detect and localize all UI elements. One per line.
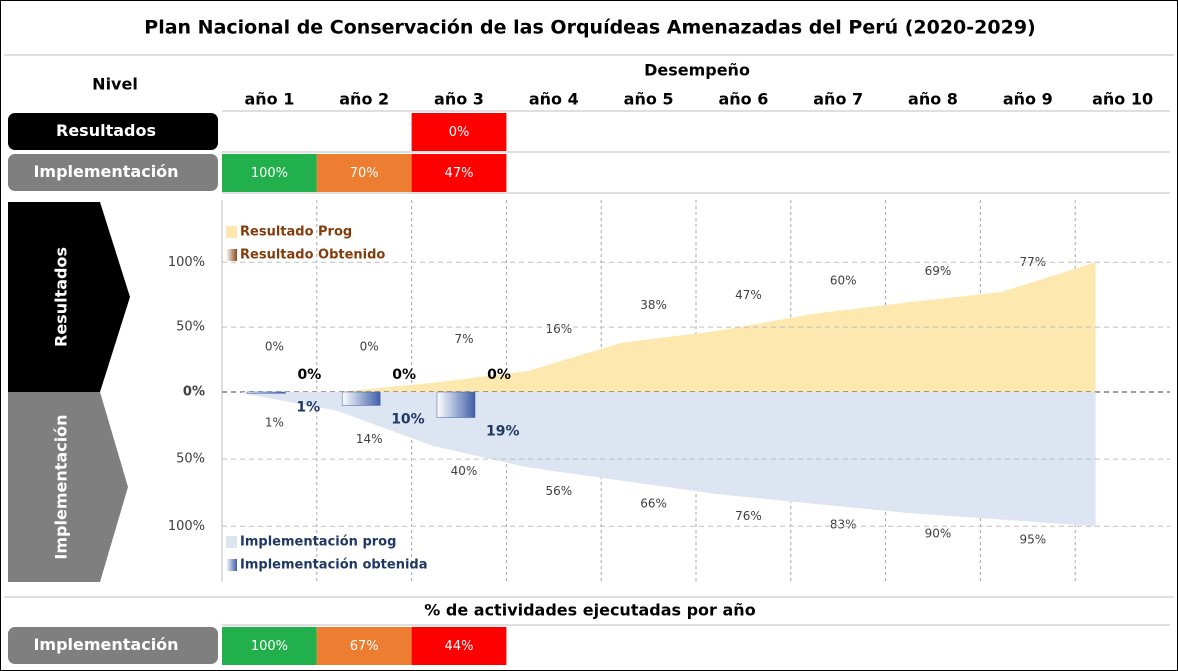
bar-label: 0% [487,367,511,383]
year-header: año 9 [1003,90,1053,109]
bar [341,391,381,406]
cell-value: 100% [251,166,288,181]
year-header: año 3 [434,90,484,109]
bar [247,391,286,394]
results-chevron [8,202,130,392]
bar-label: 1% [296,399,320,415]
data-label: 16% [545,322,572,336]
year-header: año 4 [529,90,579,109]
data-label: 40% [451,464,478,478]
y-tick-label: 50% [176,452,205,467]
cell [316,627,412,665]
y-tick-label: 100% [168,255,205,270]
cell-value: 44% [445,639,474,654]
row-label: Implementación [33,162,178,181]
legend-swatch [226,559,237,571]
data-label: 0% [360,340,379,354]
legend-swatch [226,249,237,261]
data-label: 60% [830,274,857,288]
side-label: Resultados [52,247,71,347]
cell [316,154,412,192]
title: Plan Nacional de Conservación de las Orq… [144,17,1035,39]
cell-value: 70% [350,166,379,181]
cell-value: 67% [350,639,379,654]
legend-swatch [226,536,237,548]
row-label: Implementación [33,635,178,654]
data-label: 47% [735,288,762,302]
bar-label: 10% [391,411,425,427]
year-header: año 10 [1092,90,1153,109]
legend-label: Implementación obtenida [240,558,428,573]
cell-value: 0% [449,125,470,140]
year-header: año 1 [244,90,294,109]
year-header: año 2 [339,90,389,109]
cell [222,154,317,192]
year-header: año 7 [813,90,863,109]
implementation-chevron [8,392,128,582]
y-tick-label: 50% [176,320,205,335]
data-label: 0% [265,340,284,354]
data-label: 7% [454,332,473,346]
performance-header: Desempeño [644,61,750,80]
year-header: año 8 [908,90,958,109]
data-label: 95% [1019,533,1046,547]
cell-value: 100% [251,639,288,654]
data-label: 83% [830,518,857,532]
cell-value: 47% [445,166,474,181]
data-label: 90% [925,526,952,540]
row-label-box [8,627,218,664]
bar [436,391,476,418]
cell [411,627,507,665]
row-label: Resultados [56,121,156,140]
bar-label: 19% [486,424,520,440]
data-label: 1% [265,416,284,430]
row-label-box [8,154,218,191]
side-label: Implementación [52,414,71,559]
data-label: 69% [925,264,952,278]
y-tick-label: 100% [168,519,205,534]
data-label: 76% [735,509,762,523]
cell [222,627,317,665]
year-header: año 6 [718,90,768,109]
footer-title: % de actividades ejecutadas por año [424,601,755,620]
data-label: 38% [640,298,667,312]
data-label: 14% [356,432,383,446]
year-header: año 5 [624,90,674,109]
area [242,262,1096,392]
y-tick-label: 0% [183,385,205,400]
bar-label: 0% [298,367,322,383]
data-label: 56% [545,484,572,498]
area [242,392,1096,527]
legend-label: Resultado Obtenido [240,248,385,263]
bar-label: 0% [392,367,416,383]
data-label: 66% [640,497,667,511]
legend-label: Resultado Prog [240,225,352,240]
cell [411,154,507,192]
legend-swatch [226,226,237,238]
level-header: Nivel [92,75,138,94]
row-label-box [8,113,218,150]
legend-label: Implementación prog [240,535,396,550]
cell [411,113,507,151]
